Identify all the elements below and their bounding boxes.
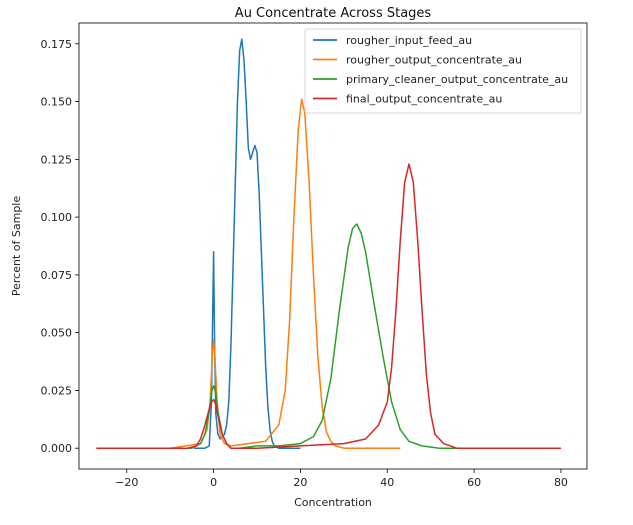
x-tick-label: 60 (467, 476, 481, 489)
x-tick-label: 80 (554, 476, 568, 489)
y-tick-label: 0.050 (41, 327, 73, 340)
y-tick-label: 0.100 (41, 211, 73, 224)
x-tick-label: 20 (293, 476, 307, 489)
legend-label: rougher_output_concentrate_au (346, 54, 522, 67)
y-tick-label: 0.125 (41, 153, 73, 166)
y-axis: 0.000 0.025 0.050 0.075 0.100 0.125 0.150 0.175 (41, 38, 79, 455)
y-tick-label: 0.025 (41, 384, 73, 397)
y-tick-label: 0.075 (41, 269, 73, 282)
plot-frame (78, 22, 588, 470)
y-tick-label: 0.150 (41, 96, 73, 109)
legend: rougher_input_feed_au rougher_output_conc… (304, 28, 582, 114)
series-line-1 (194, 38, 301, 449)
x-axis: −20 0 20 40 60 80 (115, 469, 568, 489)
legend-box (304, 28, 582, 114)
y-axis-label: Percent of Sample (10, 196, 23, 296)
series-line-3 (100, 223, 475, 449)
x-tick-label: 0 (210, 476, 217, 489)
legend-label: final_output_concentrate_au (346, 93, 502, 106)
legend-label: rougher_input_feed_au (346, 34, 472, 47)
series-layer (96, 38, 561, 449)
x-tick-label: −20 (115, 476, 138, 489)
x-axis-label: Concentration (294, 496, 372, 509)
legend-label: primary_cleaner_output_concentrate_au (346, 73, 568, 86)
y-tick-label: 0.175 (41, 38, 73, 51)
chart-title: Au Concentrate Across Stages (235, 6, 432, 21)
y-tick-label: 0.000 (41, 442, 73, 455)
series-line-2 (100, 98, 401, 449)
series-line-4 (96, 163, 561, 449)
x-tick-label: 40 (380, 476, 394, 489)
